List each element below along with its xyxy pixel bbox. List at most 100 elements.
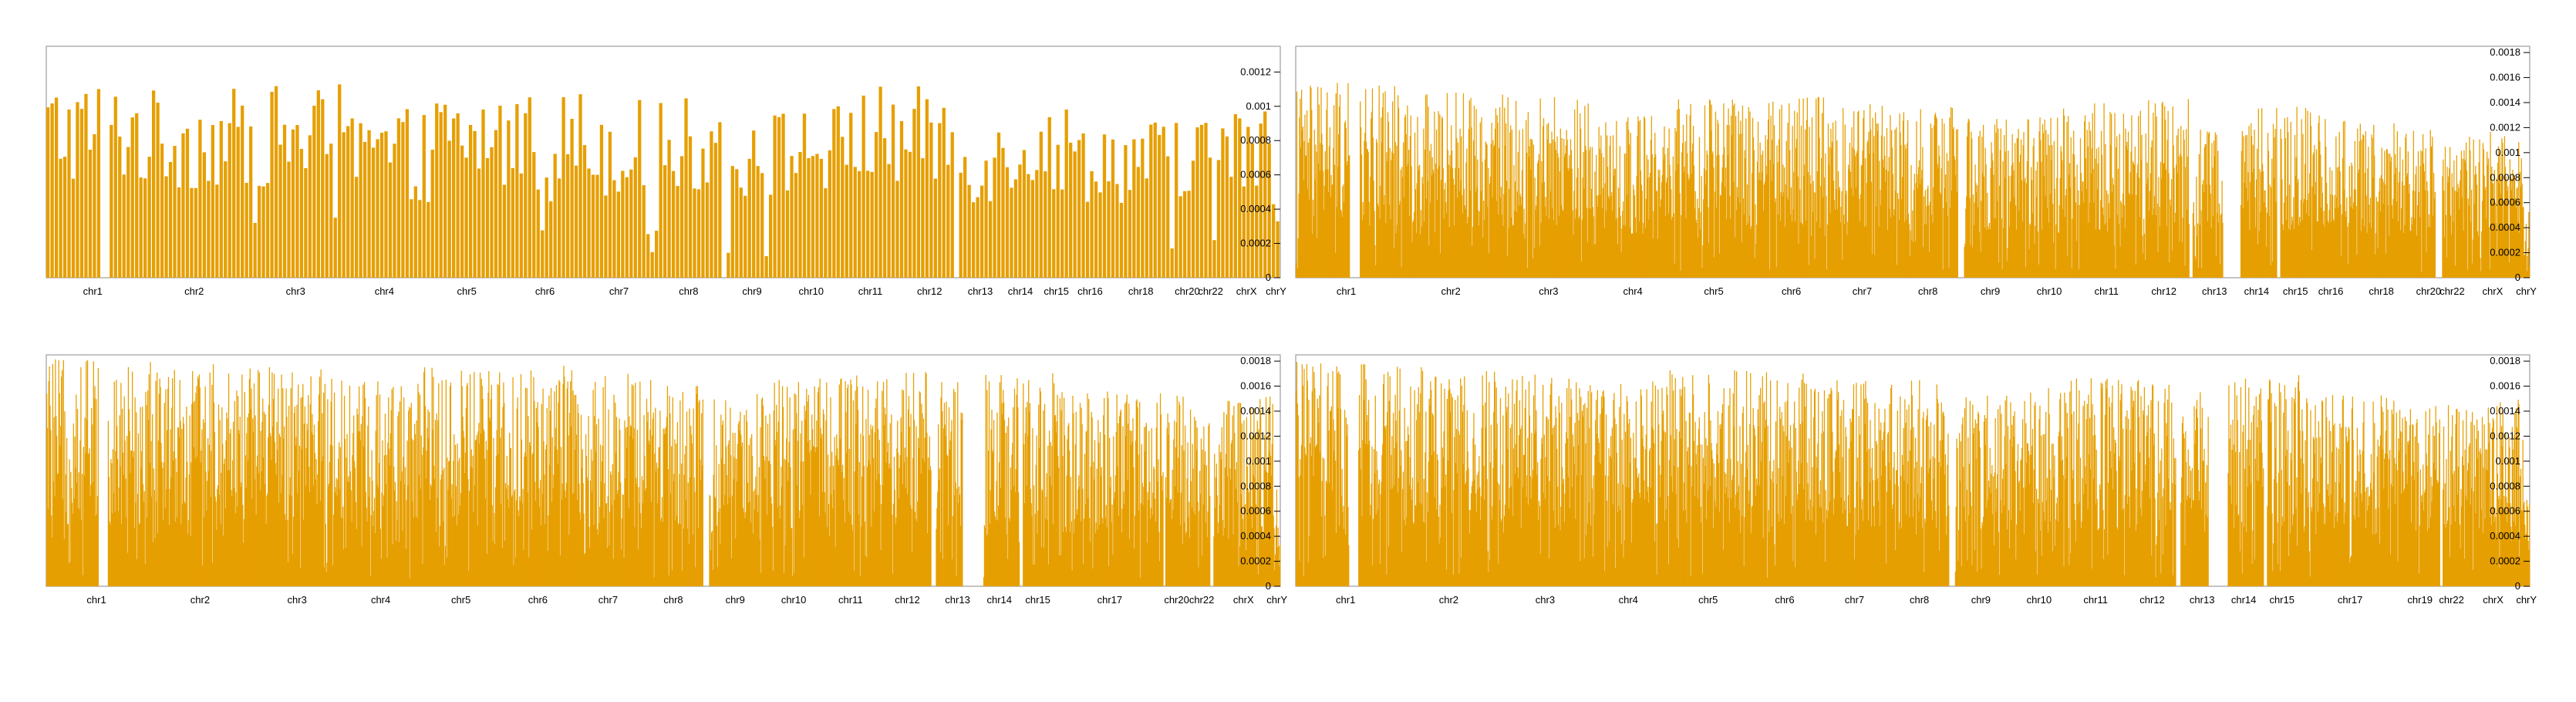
bar-chr11 — [831, 508, 834, 586]
bar-chrY — [2523, 206, 2524, 278]
bar-chr22 — [1216, 160, 1221, 278]
bar-chr7 — [637, 549, 639, 586]
bar-chr1 — [1301, 130, 1303, 278]
bar-chr2 — [160, 443, 162, 586]
bar-chr17 — [1129, 539, 1131, 586]
bar-chr10 — [768, 460, 770, 586]
bar-chr1 — [1371, 446, 1373, 586]
bar-chr18 — [1124, 145, 1128, 278]
bar-chr6 — [1758, 179, 1760, 278]
bar-chr1 — [128, 409, 130, 586]
bar-chr15 — [1054, 417, 1056, 586]
bar-chr2 — [1425, 95, 1427, 278]
chromosome-label: chr3 — [288, 594, 307, 606]
bar-chr2 — [1458, 191, 1460, 278]
chromosome-label: chr1 — [86, 594, 106, 606]
bar-chr9 — [1995, 133, 1997, 278]
bar-chr2 — [1408, 215, 1411, 278]
bar-chr15 — [1052, 189, 1056, 278]
bar-chr4 — [1628, 488, 1630, 586]
bar-chr2 — [1405, 441, 1407, 586]
bars-group — [1296, 83, 2530, 278]
bar-chr8 — [695, 567, 696, 586]
bar-chr6 — [1773, 164, 1775, 278]
bar-chr11 — [824, 491, 825, 586]
bar-chr17 — [1078, 487, 1081, 586]
bar-chr7 — [1839, 416, 1841, 586]
bar-chr2 — [1414, 132, 1416, 278]
bar-chr4 — [1632, 233, 1634, 278]
bar-chr6 — [1820, 508, 1822, 586]
bar-chr20 — [2431, 146, 2433, 278]
bar-chr10 — [2069, 187, 2071, 278]
bar-chr7 — [1883, 136, 1885, 278]
bar-chr8 — [1945, 202, 1947, 278]
bar-chr3 — [1522, 454, 1525, 586]
bar-chr17 — [1123, 491, 1124, 586]
bar-chr5 — [1738, 111, 1739, 278]
bar-chrX — [2484, 189, 2486, 278]
bar-chr10 — [781, 386, 784, 586]
bar-chr14 — [1018, 542, 1020, 586]
bar-chr6 — [1773, 460, 1775, 586]
bar-chr1 — [1384, 429, 1386, 586]
bar-chr5 — [456, 113, 460, 278]
bar-chr1 — [1344, 410, 1346, 586]
bar-chr18 — [2394, 174, 2396, 278]
bar-chr4 — [1652, 238, 1654, 278]
bar-chr7 — [1854, 156, 1856, 278]
bar-chr10 — [2040, 140, 2042, 278]
bar-chr2 — [1495, 108, 1497, 278]
bar-chr3 — [1563, 521, 1565, 586]
bar-chr13 — [2214, 156, 2216, 278]
bar-chr3 — [1506, 407, 1508, 586]
bar-chr8 — [1917, 494, 1918, 586]
bar-chr17 — [1154, 468, 1155, 586]
bar-chr18 — [2375, 233, 2377, 278]
bar-chr2 — [1421, 370, 1424, 586]
bar-chr17 — [1105, 505, 1107, 586]
bar-chrX — [2468, 205, 2470, 278]
bar-chr6 — [1799, 189, 1801, 278]
bar-chr18 — [1141, 138, 1145, 278]
bar-chr14 — [2257, 108, 2259, 278]
bar-chr3 — [335, 478, 337, 586]
bar-chr18 — [2387, 205, 2389, 278]
bar-chr4 — [1645, 198, 1647, 278]
bar-chr17 — [1145, 426, 1147, 586]
bar-chr7 — [1860, 384, 1862, 586]
bar-chr8 — [1934, 457, 1936, 586]
bar-chr1 — [1296, 268, 1299, 278]
bar-chr7 — [607, 496, 609, 586]
bar-chr1 — [1369, 225, 1371, 278]
bar-chr8 — [710, 131, 713, 278]
bar-chr11 — [824, 512, 826, 586]
bar-chr4 — [1597, 194, 1599, 278]
bar-chrX — [2502, 142, 2504, 278]
bar-chr3 — [1532, 144, 1535, 278]
bar-chr2 — [190, 187, 194, 278]
bar-chr7 — [1829, 393, 1831, 586]
bar-chr5 — [1689, 115, 1691, 278]
bar-chr16 — [2314, 145, 2315, 278]
bar-chr17 — [1124, 403, 1126, 586]
bar-chr9 — [1976, 192, 1978, 278]
bar-chr9 — [746, 410, 747, 586]
bar-chr4 — [413, 186, 417, 278]
bar-chr5 — [467, 479, 469, 586]
bar-chr8 — [677, 524, 679, 586]
bar-chr7 — [606, 548, 608, 586]
bar-chr7 — [1864, 158, 1866, 278]
bar-chr4 — [1672, 156, 1674, 278]
bar-chr3 — [298, 471, 300, 586]
bar-chr8 — [658, 447, 659, 586]
bar-chr5 — [1716, 155, 1718, 278]
bar-chr12 — [919, 392, 921, 586]
bar-chr10 — [807, 158, 811, 278]
bar-chr12 — [893, 457, 895, 586]
bar-chr3 — [1529, 415, 1531, 586]
bar-chr7 — [1836, 380, 1838, 586]
bar-chr6 — [505, 488, 507, 586]
bar-chr9 — [728, 440, 730, 586]
bar-chrX — [1239, 403, 1242, 586]
